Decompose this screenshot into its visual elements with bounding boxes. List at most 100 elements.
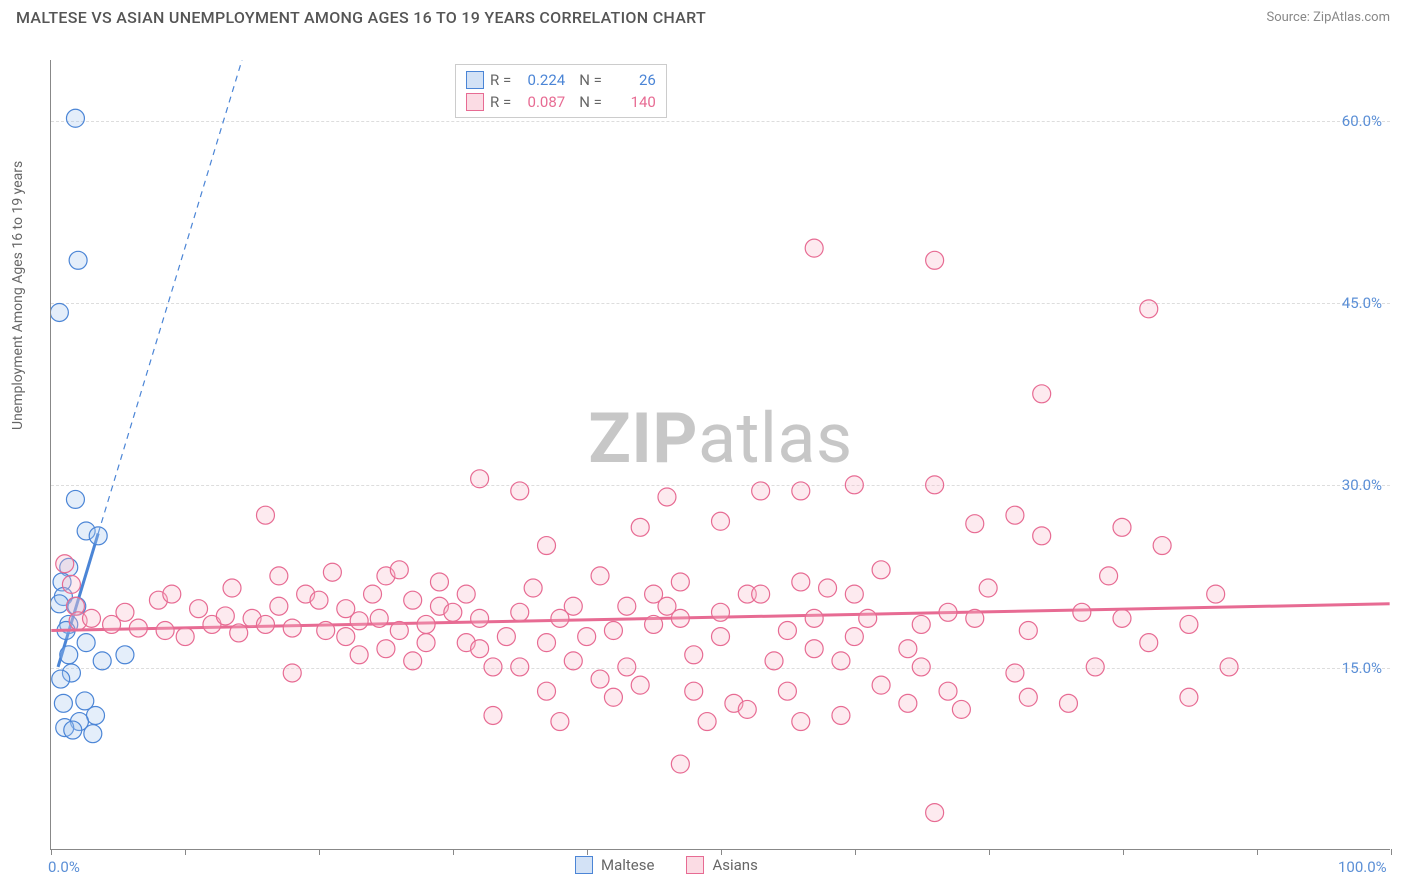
scatter-point — [712, 512, 730, 530]
scatter-point — [283, 664, 301, 682]
scatter-point — [350, 612, 368, 630]
legend-swatch — [575, 856, 593, 874]
scatter-point — [444, 603, 462, 621]
scatter-point — [417, 634, 435, 652]
scatter-point — [390, 561, 408, 579]
scatter-point — [939, 682, 957, 700]
scatter-point — [778, 622, 796, 640]
scatter-point — [604, 622, 622, 640]
scatter-point — [872, 676, 890, 694]
scatter-point — [524, 579, 542, 597]
scatter-point — [52, 670, 70, 688]
scatter-point — [952, 700, 970, 718]
scatter-point — [1006, 506, 1024, 524]
legend-item: Asians — [686, 856, 757, 874]
scatter-point — [511, 603, 529, 621]
scatter-point — [738, 700, 756, 718]
source-link[interactable]: ZipAtlas.com — [1313, 10, 1390, 25]
scatter-point — [671, 573, 689, 591]
scatter-point — [377, 640, 395, 658]
scatter-point — [77, 634, 95, 652]
scatter-point — [484, 706, 502, 724]
scatter-point — [60, 646, 78, 664]
scatter-point — [283, 619, 301, 637]
scatter-point — [64, 721, 82, 739]
scatter-point — [752, 482, 770, 500]
scatter-point — [872, 561, 890, 579]
scatter-point — [926, 476, 944, 494]
regression-extension — [98, 60, 279, 533]
x-tick — [721, 849, 722, 855]
scatter-point — [671, 609, 689, 627]
scatter-point — [317, 622, 335, 640]
scatter-point — [270, 597, 288, 615]
scatter-point — [364, 585, 382, 603]
scatter-point — [778, 682, 796, 700]
scatter-point — [792, 573, 810, 591]
scatter-point — [631, 676, 649, 694]
scatter-point — [87, 706, 105, 724]
scatter-point — [190, 600, 208, 618]
legend-n-label: N = — [579, 91, 602, 113]
scatter-point — [671, 755, 689, 773]
scatter-point — [54, 694, 72, 712]
scatter-point — [618, 597, 636, 615]
scatter-point — [1033, 527, 1051, 545]
scatter-point — [1086, 658, 1104, 676]
scatter-point — [698, 713, 716, 731]
scatter-point — [859, 609, 877, 627]
scatter-point — [176, 628, 194, 646]
scatter-point — [538, 682, 556, 700]
x-tick-label: 100.0% — [1338, 858, 1387, 876]
scatter-point — [116, 603, 134, 621]
scatter-point — [51, 303, 68, 321]
legend-swatch — [466, 71, 484, 89]
x-tick-label: 0.0% — [48, 858, 80, 876]
legend-swatch — [686, 856, 704, 874]
scatter-point — [645, 615, 663, 633]
scatter-point — [845, 476, 863, 494]
scatter-point — [370, 609, 388, 627]
scatter-point — [89, 527, 107, 545]
scatter-point — [618, 658, 636, 676]
scatter-point — [129, 619, 147, 637]
x-tick — [1257, 849, 1258, 855]
scatter-point — [457, 585, 475, 603]
scatter-point — [62, 575, 80, 593]
scatter-point — [564, 652, 582, 670]
scatter-point — [56, 555, 74, 573]
scatter-point — [979, 579, 997, 597]
x-tick — [989, 849, 990, 855]
scatter-point — [66, 490, 84, 508]
scatter-point — [390, 622, 408, 640]
legend-n-value: 140 — [608, 91, 656, 113]
scatter-point — [1019, 622, 1037, 640]
scatter-point — [337, 628, 355, 646]
scatter-point — [832, 706, 850, 724]
scatter-point — [230, 624, 248, 642]
scatter-point — [471, 609, 489, 627]
legend-n-label: N = — [579, 69, 602, 91]
scatter-point — [404, 652, 422, 670]
scatter-point — [564, 597, 582, 615]
scatter-point — [256, 615, 274, 633]
scatter-point — [270, 567, 288, 585]
scatter-point — [84, 725, 102, 743]
scatter-point — [631, 518, 649, 536]
chart-source: Source: ZipAtlas.com — [1266, 10, 1390, 25]
scatter-point — [1153, 537, 1171, 555]
x-tick — [1123, 849, 1124, 855]
legend-label: Maltese — [601, 856, 654, 874]
scatter-point — [819, 579, 837, 597]
x-tick — [319, 849, 320, 855]
chart-header: MALTESE VS ASIAN UNEMPLOYMENT AMONG AGES… — [0, 0, 1406, 31]
scatter-point — [765, 652, 783, 670]
scatter-point — [538, 634, 556, 652]
legend-n-value: 26 — [608, 69, 656, 91]
legend-r-value: 0.224 — [517, 69, 565, 91]
scatter-point — [1140, 300, 1158, 318]
scatter-point — [1073, 603, 1091, 621]
scatter-point — [484, 658, 502, 676]
scatter-point — [805, 640, 823, 658]
scatter-point — [417, 615, 435, 633]
